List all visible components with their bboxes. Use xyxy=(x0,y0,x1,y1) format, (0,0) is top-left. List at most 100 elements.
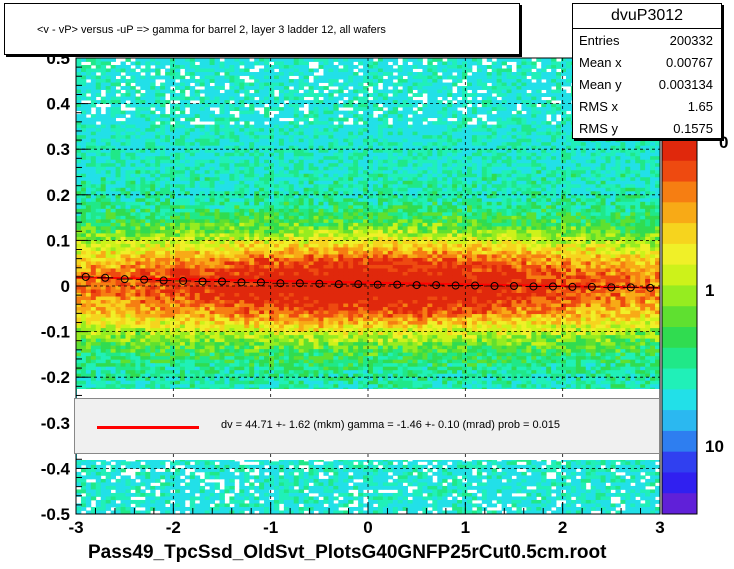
heatmap-cell xyxy=(179,229,186,234)
heatmap-cell xyxy=(120,194,126,199)
heatmap-cell xyxy=(76,482,82,487)
heatmap-cell xyxy=(209,170,215,175)
heatmap-cell xyxy=(155,184,161,189)
heatmap-cell xyxy=(95,79,102,83)
heatmap-cell xyxy=(194,268,201,273)
heatmap-cell xyxy=(90,317,97,322)
heatmap-cell xyxy=(95,170,102,175)
heatmap-cell xyxy=(244,247,250,252)
heatmap-cell xyxy=(100,321,107,325)
heatmap-cell xyxy=(224,243,230,248)
heatmap-cell xyxy=(194,271,201,276)
heatmap-cell xyxy=(125,82,131,87)
heatmap-cell xyxy=(125,293,131,297)
heatmap-cell xyxy=(80,475,87,480)
heatmap-cell xyxy=(239,170,245,175)
heatmap-cell xyxy=(110,103,116,108)
heatmap-cell xyxy=(76,489,82,494)
heatmap-cell xyxy=(160,335,166,340)
heatmap-cell xyxy=(209,317,215,322)
heatmap-cell xyxy=(125,370,131,375)
heatmap-cell xyxy=(110,303,116,308)
heatmap-cell xyxy=(264,342,270,347)
heatmap-cell xyxy=(105,163,112,168)
heatmap-cell xyxy=(170,366,176,371)
heatmap-cell xyxy=(249,293,255,297)
heatmap-cell xyxy=(90,250,97,255)
heatmap-cell xyxy=(150,300,156,304)
heatmap-cell xyxy=(194,233,201,238)
heatmap-cell xyxy=(199,345,206,350)
heatmap-cell xyxy=(140,289,146,294)
heatmap-cell xyxy=(120,359,126,364)
heatmap-cell xyxy=(234,331,240,336)
heatmap-cell xyxy=(239,156,245,161)
heatmap-cell xyxy=(174,503,181,508)
heatmap-cell xyxy=(130,131,136,136)
heatmap-cell xyxy=(85,324,92,329)
heatmap-cell xyxy=(130,191,136,196)
heatmap-cell xyxy=(179,65,186,69)
heatmap-cell xyxy=(184,506,191,511)
heatmap-cell xyxy=(184,236,191,241)
heatmap-cell xyxy=(95,349,102,354)
heatmap-cell xyxy=(249,363,255,368)
heatmap-cell xyxy=(160,215,166,220)
heatmap-cell xyxy=(269,142,275,147)
heatmap-cell xyxy=(165,198,171,203)
heatmap-cell xyxy=(135,184,141,189)
heatmap-cell xyxy=(174,384,181,389)
heatmap-cell xyxy=(105,205,112,210)
heatmap-cell xyxy=(85,205,92,210)
heatmap-cell xyxy=(269,289,275,294)
heatmap-cell xyxy=(239,149,245,154)
heatmap-cell xyxy=(170,345,176,350)
heatmap-cell xyxy=(165,271,171,276)
heatmap-cell xyxy=(174,300,181,304)
heatmap-cell xyxy=(269,170,275,175)
heatmap-cell xyxy=(110,384,116,389)
heatmap-cell xyxy=(80,117,87,122)
heatmap-cell xyxy=(150,208,156,213)
heatmap-cell xyxy=(95,152,102,157)
heatmap-cell xyxy=(194,226,201,231)
heatmap-cell xyxy=(179,103,186,108)
heatmap-cell xyxy=(179,366,186,371)
heatmap-cell xyxy=(120,131,126,136)
heatmap-cell xyxy=(184,180,191,185)
heatmap-cell xyxy=(110,170,116,175)
heatmap-cell xyxy=(254,135,260,140)
heatmap-cell xyxy=(214,278,220,283)
heatmap-cell xyxy=(120,286,126,290)
heatmap-cell xyxy=(174,489,181,494)
heatmap-cell xyxy=(194,352,201,357)
heatmap-cell xyxy=(259,142,265,147)
heatmap-cell xyxy=(140,215,146,220)
heatmap-cell xyxy=(155,359,161,364)
heatmap-cell xyxy=(184,485,191,490)
heatmap-cell xyxy=(273,100,280,104)
heatmap-cell xyxy=(135,114,141,119)
heatmap-cell xyxy=(105,506,112,511)
heatmap-cell xyxy=(120,475,126,480)
heatmap-cell xyxy=(140,278,146,283)
heatmap-cell xyxy=(269,468,275,473)
heatmap-cell xyxy=(194,215,201,220)
heatmap-cell xyxy=(80,335,87,340)
heatmap-cell xyxy=(100,229,107,234)
heatmap-cell xyxy=(90,464,97,469)
heatmap-cell xyxy=(229,215,235,220)
heatmap-cell xyxy=(269,163,275,168)
heatmap-cell xyxy=(155,114,161,119)
heatmap-cell xyxy=(95,310,102,315)
heatmap-cell xyxy=(130,321,136,325)
heatmap-cell xyxy=(214,261,220,266)
heatmap-cell xyxy=(90,377,97,382)
heatmap-cell xyxy=(135,229,141,234)
heatmap-cell xyxy=(135,124,141,129)
heatmap-cell xyxy=(145,163,151,168)
heatmap-cell xyxy=(95,75,102,80)
heatmap-cell xyxy=(244,173,250,178)
heatmap-cell xyxy=(224,233,230,238)
heatmap-cell xyxy=(170,149,176,154)
